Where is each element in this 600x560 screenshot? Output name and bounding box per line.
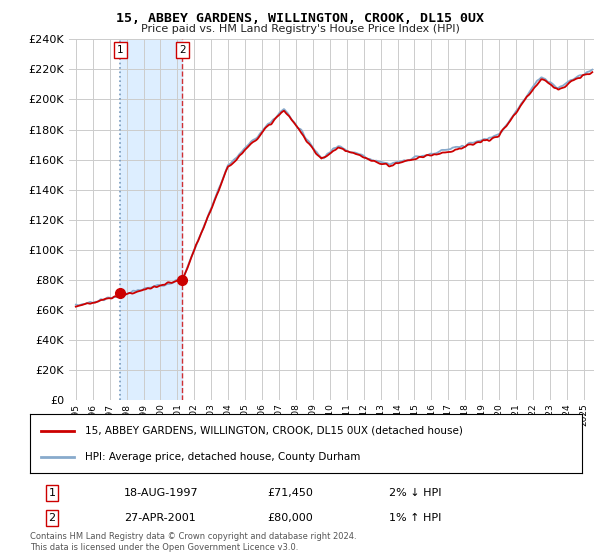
Text: Contains HM Land Registry data © Crown copyright and database right 2024.
This d: Contains HM Land Registry data © Crown c… — [30, 532, 356, 552]
Text: 15, ABBEY GARDENS, WILLINGTON, CROOK, DL15 0UX (detached house): 15, ABBEY GARDENS, WILLINGTON, CROOK, DL… — [85, 426, 463, 436]
Text: £80,000: £80,000 — [268, 513, 313, 523]
Text: Price paid vs. HM Land Registry's House Price Index (HPI): Price paid vs. HM Land Registry's House … — [140, 24, 460, 34]
Text: 1: 1 — [49, 488, 56, 498]
Text: 15, ABBEY GARDENS, WILLINGTON, CROOK, DL15 0UX: 15, ABBEY GARDENS, WILLINGTON, CROOK, DL… — [116, 12, 484, 25]
Bar — [120, 39, 182, 400]
Text: 2: 2 — [49, 513, 56, 523]
Text: HPI: Average price, detached house, County Durham: HPI: Average price, detached house, Coun… — [85, 452, 361, 462]
Text: 1% ↑ HPI: 1% ↑ HPI — [389, 513, 441, 523]
Text: 18-AUG-1997: 18-AUG-1997 — [124, 488, 199, 498]
Text: £71,450: £71,450 — [268, 488, 313, 498]
Text: 27-APR-2001: 27-APR-2001 — [124, 513, 196, 523]
Text: 1: 1 — [117, 45, 124, 55]
Text: 2% ↓ HPI: 2% ↓ HPI — [389, 488, 442, 498]
Text: 2: 2 — [179, 45, 186, 55]
